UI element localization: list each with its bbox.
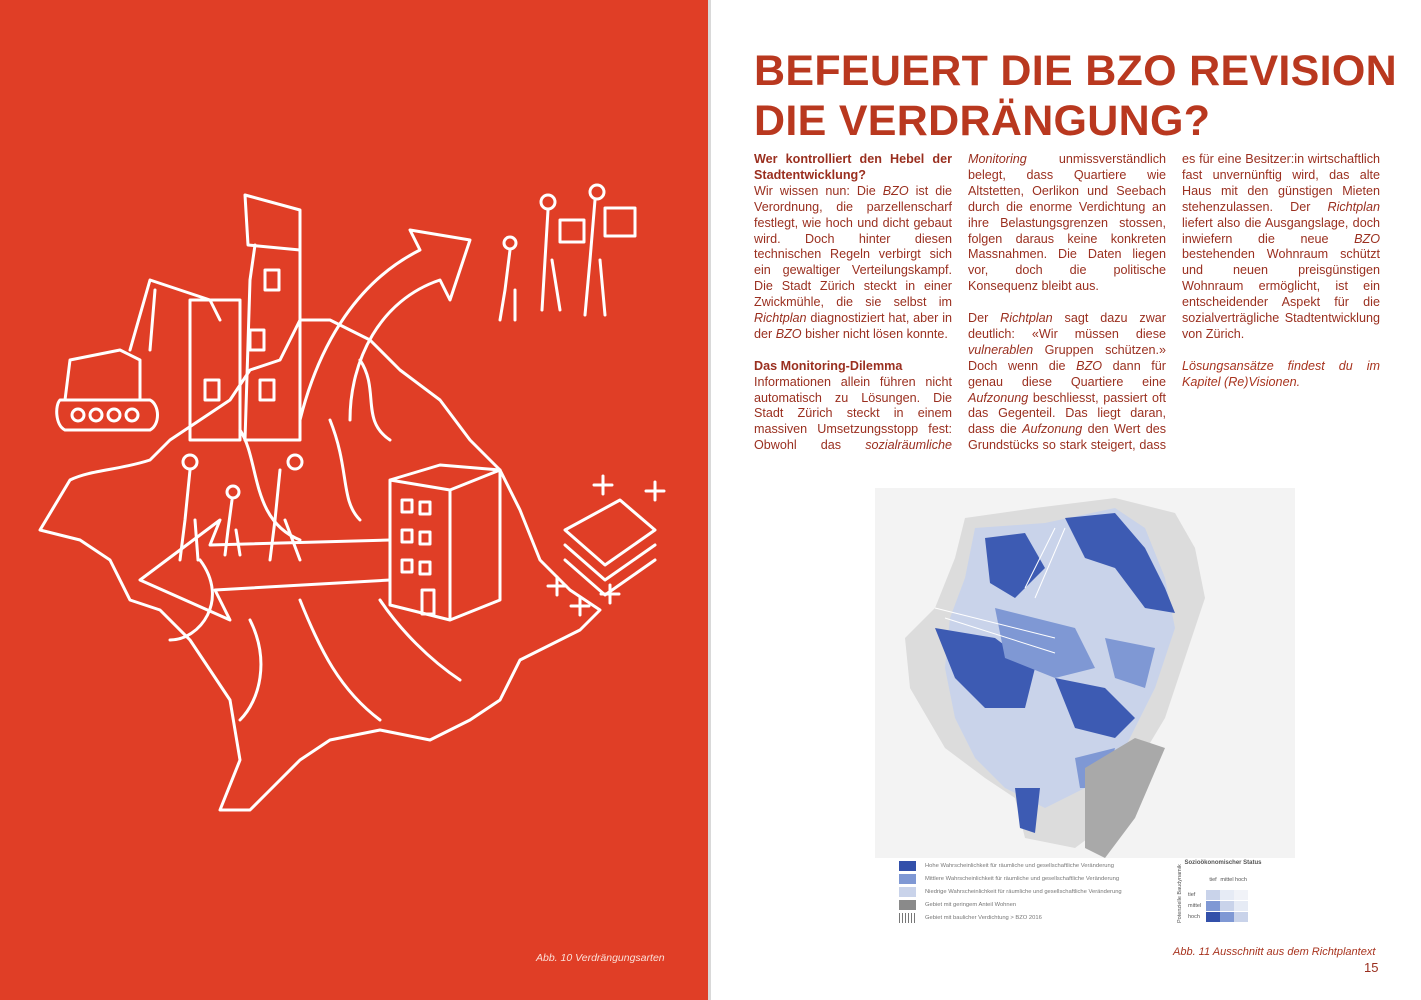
- text-run: BZO: [1354, 231, 1380, 246]
- legend-label: Mittlere Wahrscheinlichkeit für räumlich…: [925, 876, 1120, 882]
- legend-matrix: Sozioökonomischer Status tief mittel hoc…: [1177, 860, 1262, 923]
- figure-caption: Abb. 11 Ausschnitt aus dem Richtplantext: [1173, 946, 1376, 958]
- legend-label: Gebiet mit geringem Anteil Wohnen: [925, 902, 1017, 908]
- legend-label: Gebiet mit baulicher Verdichtung > BZO 2…: [925, 915, 1042, 921]
- text-run: dann für genau diese Quartiere eine: [968, 358, 1167, 389]
- matrix-row: tief: [1188, 892, 1196, 898]
- right-page: BEFEUERT DIE BZO REVISION DIE VERDRÄNGUN…: [711, 0, 1421, 1000]
- legend-swatch: [899, 874, 916, 884]
- text-run: Gruppen schützen.» Doch wenn die: [968, 342, 1166, 373]
- text-run: bisher nicht lösen konnte.: [801, 326, 948, 341]
- paragraph: Informationen allein führen nicht automa…: [754, 152, 1166, 458]
- legend-swatch: [899, 887, 916, 897]
- subheading: Das Monitoring-Dilemma: [754, 358, 903, 373]
- subheading: Wer kontrolliert den Hebel der Stadtentw…: [754, 152, 952, 182]
- headline: BEFEUERT DIE BZO REVISION DIE VERDRÄNGUN…: [754, 46, 1397, 146]
- headline-line: DIE VERDRÄNGUNG?: [754, 97, 1211, 145]
- matrix-column: tief: [1209, 877, 1217, 883]
- text-run: bestehenden Wohnraum schützt und neuen p…: [1182, 247, 1380, 341]
- matrix-row: mittel: [1188, 903, 1201, 909]
- matrix-column: hoch: [1235, 877, 1247, 883]
- headline-line: BEFEUERT DIE BZO REVISION: [754, 47, 1398, 95]
- text-run: sagt dazu zwar deutlich: «Wir müssen die…: [968, 311, 1167, 341]
- page-number: 15: [1364, 960, 1379, 975]
- text-run: Richtplan: [1327, 199, 1380, 214]
- left-page: Abb. 10 Verdrängungsarten: [0, 0, 708, 1000]
- matrix-column: mittel: [1220, 877, 1233, 883]
- legend-item: Hohe Wahrscheinlichkeit für räumliche un…: [899, 860, 1159, 873]
- text-run: Informationen allein führen nicht automa…: [754, 374, 952, 453]
- text-run: Richtplan: [754, 311, 807, 326]
- map-legend: Hohe Wahrscheinlichkeit für räumliche un…: [899, 860, 1159, 925]
- text-run: Aufzonung: [1022, 422, 1083, 437]
- matrix-side-label: Potenzielle Baudynamik: [1177, 864, 1183, 923]
- text-run: vulnerablen: [968, 342, 1034, 357]
- text-run: liefert also die Ausgangslage, doch inwi…: [1182, 215, 1380, 246]
- legend-swatch: [899, 900, 916, 910]
- legend-swatch: [899, 861, 916, 871]
- legend-item: Niedrige Wahrscheinlichkeit für räumlich…: [899, 886, 1159, 899]
- legend-label: Niedrige Wahrscheinlichkeit für räumlich…: [925, 889, 1122, 895]
- text-run: beschliesst, passiert oft das Gegenteil.…: [968, 390, 1166, 437]
- text-run: diagnostiziert hat, aber in der: [754, 311, 952, 341]
- text-run: BZO: [882, 183, 909, 198]
- illustration: [38, 183, 666, 812]
- legend-item: Gebiet mit geringem Anteil Wohnen: [899, 899, 1159, 912]
- text-run: BZO: [775, 326, 802, 341]
- figure-caption: Abb. 10 Verdrängungsarten: [536, 952, 665, 964]
- text-run: Lösungsansätze findest du im Kapitel (Re…: [1182, 358, 1380, 389]
- text-run: Richtplan: [1000, 311, 1053, 326]
- legend-swatch: [899, 913, 916, 923]
- legend-item: Gebiet mit baulicher Verdichtung > BZO 2…: [899, 912, 1159, 925]
- text-run: den Wert des Grundstücks so stark steige…: [968, 152, 1380, 453]
- paragraph: Wir wissen nun: Die BZO ist die Verordnu…: [754, 184, 952, 343]
- legend-label: Hohe Wahrscheinlichkeit für räumliche un…: [925, 863, 1114, 869]
- legend-item: Mittlere Wahrscheinlichkeit für räumlich…: [899, 873, 1159, 886]
- paragraph: Lösungsansätze findest du im Kapitel (Re…: [1182, 359, 1380, 391]
- text-run: Aufzonung: [968, 390, 1029, 405]
- text-run: Wir wissen nun: Die: [754, 183, 883, 198]
- body-text: Wer kontrolliert den Hebel der Stadtentw…: [754, 152, 1380, 458]
- text-run: sozialräumliche Monitoring: [865, 152, 1027, 453]
- text-run: unmissverständlich belegt, dass Quartier…: [968, 152, 1166, 294]
- text-run: ist die Verordnung, die parzellenscharf …: [754, 183, 952, 310]
- text-run: Der: [968, 311, 1001, 326]
- text-run: BZO: [1076, 358, 1103, 373]
- gutter: [708, 0, 711, 1000]
- paragraph: Der Richtplan sagt dazu zwar deutlich: «…: [968, 152, 1380, 458]
- map: [875, 488, 1295, 858]
- matrix-row: hoch: [1188, 914, 1200, 920]
- matrix-title: Sozioökonomischer Status: [1184, 860, 1262, 866]
